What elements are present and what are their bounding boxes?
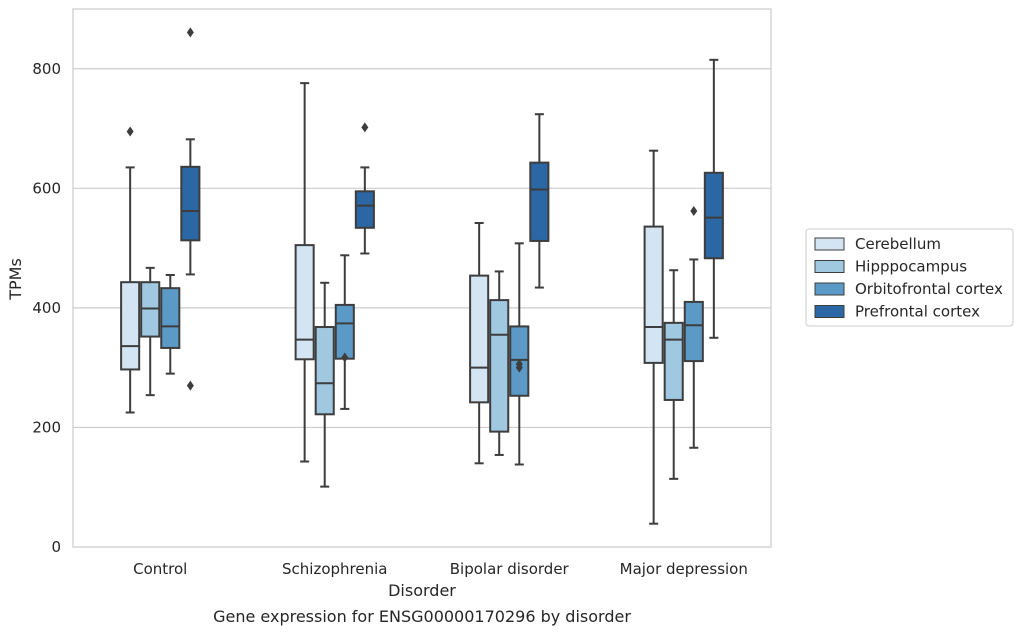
box-prefrontal-cortex-major-depression [703,58,724,339]
box-cerebellum-major-depression [643,149,664,525]
legend-frame [805,228,1014,327]
legend: Cerebellum Hipppocampus Orbitofrontal cort… [805,228,1014,327]
x-tick-label: Bipolar disorder [450,560,570,578]
box-cerebellum-control [120,126,141,414]
y-tick-label: 800 [32,60,61,78]
iqr-box [160,287,181,349]
outlier-point [186,380,194,391]
legend-label: Hipppocampus [855,258,967,276]
legend-label: Orbitofrontal cortex [855,280,1003,298]
y-tick-label: 400 [32,299,61,317]
iqr-box [683,300,704,363]
x-tick-label: Major depression [620,560,748,578]
iqr-box [703,171,724,260]
x-axis-ticks: Control Schizophrenia Bipolar disorder Majo… [133,560,748,578]
iqr-box [180,165,201,242]
box-orbitofrontal-cortex-major-depression [683,206,704,449]
box-cerebellum-bipolar-disorder [469,222,490,465]
y-tick-label: 0 [51,538,61,556]
outlier-point [515,359,523,370]
legend-swatch [814,282,845,296]
y-tick-label: 600 [32,179,61,197]
legend-swatch [814,305,845,318]
iqr-box [314,326,335,416]
x-tick-label: Schizophrenia [282,560,387,578]
box-prefrontal-cortex-schizophrenia [354,122,375,255]
iqr-box [334,303,355,360]
iqr-box [529,161,550,242]
box-prefrontal-cortex-control [180,27,201,391]
plot-area-frame [72,8,772,548]
box-hipppocampus-control [140,266,161,397]
legend-label: Cerebellum [855,235,941,253]
iqr-box [354,190,375,229]
legend-swatch [814,260,845,273]
box-prefrontal-cortex-bipolar-disorder [529,113,550,289]
iqr-box [643,225,664,364]
iqr-box [469,274,490,404]
outlier-point [361,122,369,133]
chart-caption: Gene expression for ENSG00000170296 by d… [213,607,631,626]
iqr-box [120,281,141,371]
box-hipppocampus-schizophrenia [314,281,335,488]
legend-swatch [814,237,845,251]
box-groups [120,27,724,525]
iqr-box [294,244,315,361]
x-axis-title: Disorder [388,581,456,600]
box-orbitofrontal-cortex-control [160,274,181,375]
iqr-box [663,321,684,401]
box-orbitofrontal-cortex-bipolar-disorder [509,242,530,466]
y-tick-label: 200 [32,418,61,436]
outlier-point [186,27,194,38]
outlier-point [126,126,134,137]
legend-label: Prefrontal cortex [855,303,980,321]
iqr-box [489,299,510,433]
box-orbitofrontal-cortex-schizophrenia [334,254,355,410]
box-cerebellum-schizophrenia [294,82,315,463]
outlier-point [341,352,349,363]
box-hipppocampus-major-depression [663,269,684,480]
box-hipppocampus-bipolar-disorder [489,270,510,456]
y-axis-ticks: 0 200 400 600 800 [32,60,61,556]
x-tick-label: Control [133,560,187,578]
y-axis-title: TPMs [6,258,25,301]
outlier-point [690,206,698,217]
